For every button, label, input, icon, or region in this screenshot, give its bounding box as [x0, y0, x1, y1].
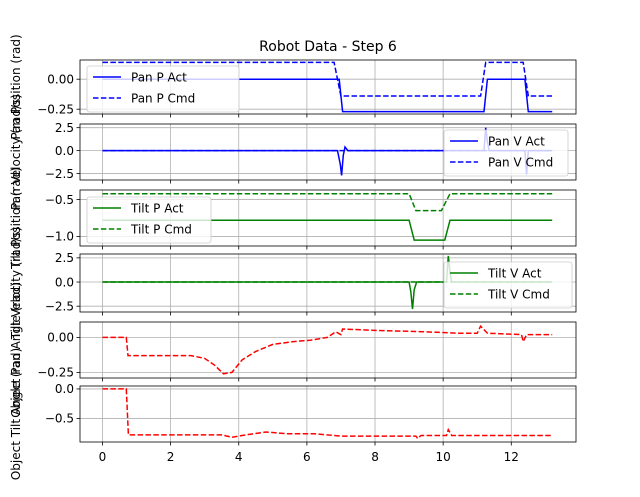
y-tick-label: −1.0 — [45, 230, 74, 244]
y-tick-label: 0.0 — [55, 144, 74, 158]
panel-5: 0.00 −0.25 Object Pan Angle (rad) — [9, 282, 577, 418]
x-tick-label: 2 — [167, 450, 175, 464]
panel-6: 0.0 −0.5 0 2 4 6 8 10 12 Object Tilt Angle (rad) — [9, 348, 577, 480]
x-tick-label: 10 — [436, 450, 451, 464]
x-tick-label: 8 — [371, 450, 379, 464]
axes-frame — [79, 123, 577, 181]
legend-label: Tilt V Act — [487, 267, 542, 281]
series-line-pan-p-act — [102, 78, 553, 113]
y-tick-label: −2.5 — [45, 167, 74, 181]
y-axis-label: Tilt Velocity (rad/s) — [9, 227, 23, 341]
chart-title: Robot Data - Step 6 — [259, 39, 397, 55]
x-tick-label: 0 — [99, 450, 107, 464]
legend-label: Pan P Act — [131, 71, 187, 85]
y-axis-label: Object Pan Angle (rad) — [9, 282, 23, 418]
y-tick-label: −0.5 — [45, 412, 74, 426]
y-tick-label: −0.5 — [45, 193, 74, 207]
legend-label: Pan V Act — [488, 135, 545, 149]
legend-label: Pan V Cmd — [488, 156, 553, 170]
legend: Tilt P Act Tilt P Cmd — [86, 196, 212, 244]
legend: Pan P Act Pan P Cmd — [86, 65, 240, 113]
x-tick-label: 12 — [504, 450, 519, 464]
axes-frame — [79, 59, 577, 115]
y-tick-label: −2.5 — [45, 300, 74, 314]
series-line-tilt-p-act — [102, 219, 553, 241]
series-line-object-5 — [102, 324, 553, 375]
series-line-pan-p-cmd — [102, 61, 553, 97]
y-axis-label: Object Tilt Angle (rad) — [9, 348, 23, 480]
legend-label: Tilt P Act — [130, 202, 184, 216]
series-line-tilt-p-cmd — [102, 192, 553, 212]
series-line-object-6 — [102, 388, 553, 440]
y-tick-label: 0.0 — [55, 275, 74, 289]
y-axis-label: Pan Position (rad) — [9, 34, 23, 139]
panel-4: 2.5 0.0 −2.5 Tilt Velocity (rad/s) Tilt V Ac… — [9, 227, 577, 341]
legend-label: Pan P Cmd — [131, 92, 195, 106]
legend-label: Tilt P Cmd — [130, 223, 192, 237]
y-tick-label: 0.00 — [47, 73, 74, 87]
y-tick-label: 0.0 — [55, 382, 74, 396]
legend: Tilt V Act Tilt V Cmd — [443, 261, 573, 309]
legend-label: Tilt V Cmd — [487, 288, 550, 302]
y-tick-label: −0.25 — [37, 103, 74, 117]
x-tick-label: 6 — [303, 450, 311, 464]
axes-frame — [79, 253, 577, 313]
axes-frame — [79, 189, 577, 247]
legend: Pan V Act Pan V Cmd — [443, 129, 569, 177]
x-tick-label: 4 — [235, 450, 243, 464]
y-axis-label: Pan Velocity (rad/s) — [9, 94, 23, 210]
axes-frame — [79, 385, 577, 443]
y-tick-label: −0.25 — [37, 366, 74, 380]
y-tick-label: 0.00 — [47, 331, 74, 345]
legend-box — [86, 65, 240, 113]
axes-frame — [79, 321, 577, 379]
y-tick-label: 2.5 — [55, 121, 74, 135]
y-axis-label: Tilt Position (rad) — [9, 167, 23, 270]
y-tick-label: 2.5 — [55, 251, 74, 265]
